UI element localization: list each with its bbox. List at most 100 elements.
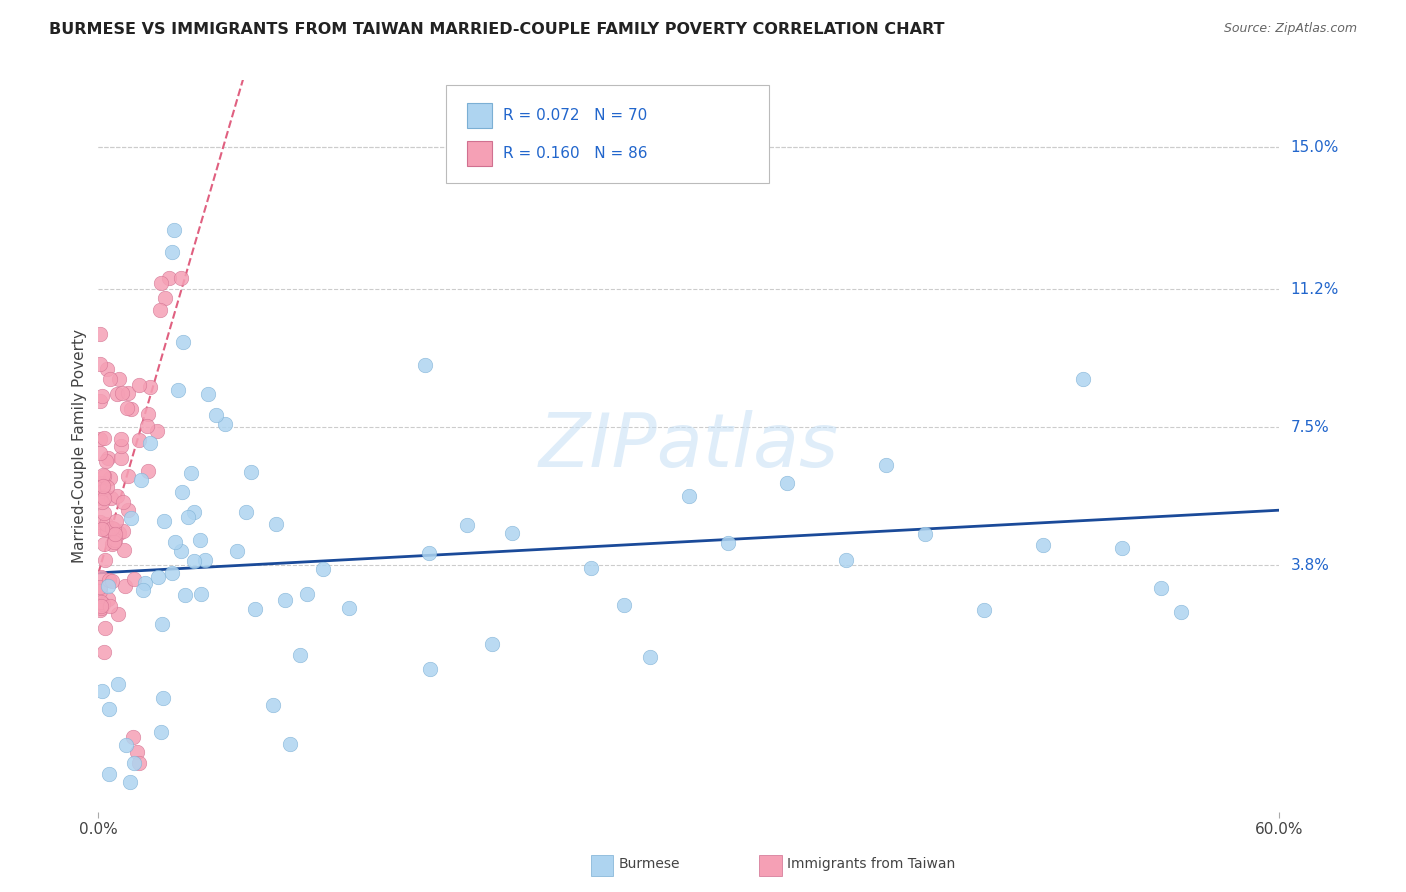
Point [96,361,118,376]
Point [579,560,602,574]
Point [89,583,111,598]
Point [96,479,118,493]
Point [150,617,173,632]
Point [97,451,120,466]
Point [418,546,440,560]
Point [93,506,115,520]
Point [89,394,111,409]
Point [204,408,226,422]
Point [117,503,139,517]
Point [190,533,212,547]
Text: 15.0%: 15.0% [1291,140,1339,155]
Text: Burmese: Burmese [619,857,681,871]
Point [239,465,262,479]
Point [89,476,111,491]
Point [183,554,205,568]
Point [90,495,112,509]
Point [121,730,143,744]
Point [150,276,173,290]
Point [91,478,114,492]
Point [717,536,740,550]
Point [337,601,360,615]
Point [136,464,159,478]
Point [110,439,132,453]
Text: R = 0.160   N = 86: R = 0.160 N = 86 [503,146,648,161]
Text: ZIPatlas: ZIPatlas [538,410,839,482]
Point [101,537,124,551]
Point [105,489,128,503]
Point [89,357,111,371]
Point [90,601,112,615]
Point [197,386,219,401]
Point [226,543,249,558]
Point [134,576,156,591]
Point [776,476,799,491]
Point [111,386,134,401]
Point [157,271,180,285]
Point [170,271,193,285]
Point [167,383,190,397]
Text: 7.5%: 7.5% [1291,420,1329,434]
Point [131,473,153,487]
Point [108,525,131,540]
Point [90,599,112,613]
Point [914,527,936,541]
Point [128,377,150,392]
Point [190,587,212,601]
Point [153,291,176,305]
Point [1111,541,1133,556]
Point [139,436,162,450]
Point [93,491,115,505]
Point [124,572,146,586]
Point [160,244,183,259]
Point [128,756,150,771]
Point [93,645,115,659]
Point [162,566,184,580]
Point [501,526,523,541]
Point [91,483,114,498]
Point [243,602,266,616]
Point [150,725,173,739]
Point [97,702,120,716]
Point [121,511,143,525]
Text: BURMESE VS IMMIGRANTS FROM TAIWAN MARRIED-COUPLE FAMILY POVERTY CORRELATION CHAR: BURMESE VS IMMIGRANTS FROM TAIWAN MARRIE… [49,22,945,37]
Point [170,544,193,558]
Point [98,470,121,484]
Point [98,767,121,781]
Point [110,450,132,465]
Point [235,505,257,519]
Point [103,523,125,537]
Text: 11.2%: 11.2% [1291,282,1339,297]
Point [89,326,111,341]
Point [112,543,135,558]
Point [312,562,335,576]
Point [103,535,125,549]
Point [100,521,122,535]
Point [93,431,115,445]
Point [214,417,236,431]
Point [1170,605,1192,619]
Point [94,621,117,635]
Y-axis label: Married-Couple Family Poverty: Married-Couple Family Poverty [72,329,87,563]
Point [146,425,169,439]
Point [93,522,115,536]
Point [295,587,318,601]
Point [89,603,111,617]
Point [97,573,120,587]
Point [148,570,170,584]
Point [89,491,111,505]
Point [107,372,129,386]
Point [105,387,128,401]
Point [104,527,127,541]
Point [456,518,478,533]
Point [263,698,285,713]
Point [115,401,138,415]
Point [973,602,995,616]
Point [638,650,661,665]
Point [481,637,503,651]
Point [153,514,176,528]
Text: 3.8%: 3.8% [1291,558,1330,573]
Point [107,676,129,690]
Point [110,432,132,446]
Point [149,303,172,318]
